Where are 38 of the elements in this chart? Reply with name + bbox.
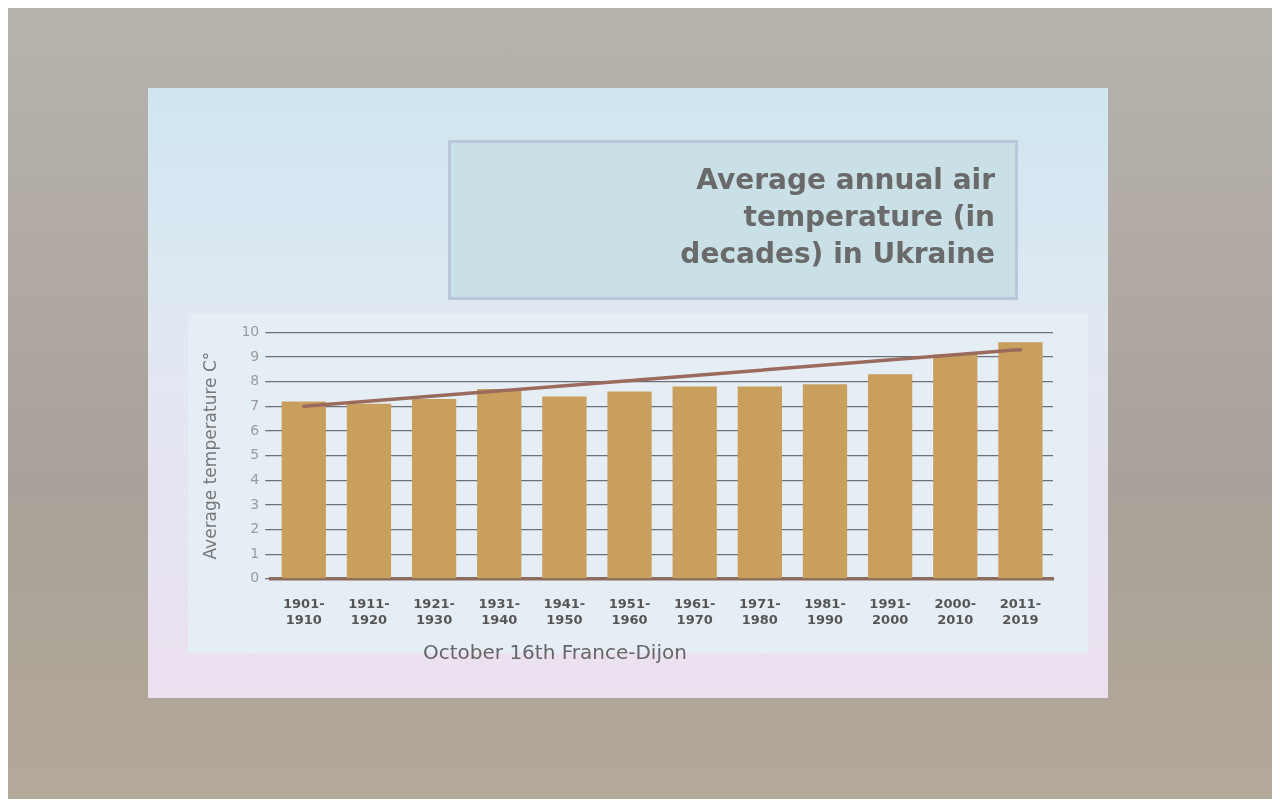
y-tick-label: 5 [250, 446, 260, 463]
bar [933, 354, 978, 579]
x-tick-label: 1961-1970 [673, 595, 716, 627]
x-tick-label: 1981-1990 [804, 595, 846, 627]
bar [737, 386, 782, 579]
y-tick-label: 6 [250, 421, 260, 438]
y-tick-label: 4 [250, 470, 260, 487]
chart-title: Average annual air temperature (in decades) in Ukraine [679, 162, 995, 272]
x-tick-label: 1901-1910 [283, 595, 325, 627]
y-tick-label: 7 [250, 396, 260, 413]
bar [672, 386, 717, 579]
bar [477, 389, 522, 579]
y-axis-title: Average temperature C° [199, 351, 220, 560]
x-tick-label: 1911-1920 [348, 595, 390, 627]
y-tick-label: 0 [250, 569, 260, 586]
x-tick-label: 1931-1940 [478, 595, 521, 627]
x-tick-label: 1971-1980 [739, 595, 781, 627]
y-tick-label: 3 [250, 495, 260, 512]
bar [346, 403, 392, 579]
x-tick-label: 1921-1930 [413, 595, 455, 627]
x-tick-label: 1941-1950 [543, 595, 586, 627]
y-tick-label: 8 [250, 372, 260, 389]
x-tick-label: 2000-2010 [934, 595, 977, 627]
bar [998, 342, 1043, 579]
x-tick-label: 1991-2000 [869, 595, 911, 627]
bar [411, 398, 457, 579]
text: October 16th France-Dijon [423, 640, 687, 664]
y-tick-label: 9 [250, 347, 260, 364]
x-tick-label: 2011-2019 [999, 595, 1042, 627]
x-tick-label: 1951-1960 [608, 595, 651, 627]
y-tick-label: 2 [250, 520, 260, 537]
y-tick-label: 10 [241, 323, 260, 340]
bar [281, 401, 326, 579]
y-tick-label: 1 [250, 544, 260, 561]
bar [802, 384, 848, 579]
bar [867, 374, 913, 579]
bar [542, 396, 587, 579]
bar [607, 391, 652, 579]
